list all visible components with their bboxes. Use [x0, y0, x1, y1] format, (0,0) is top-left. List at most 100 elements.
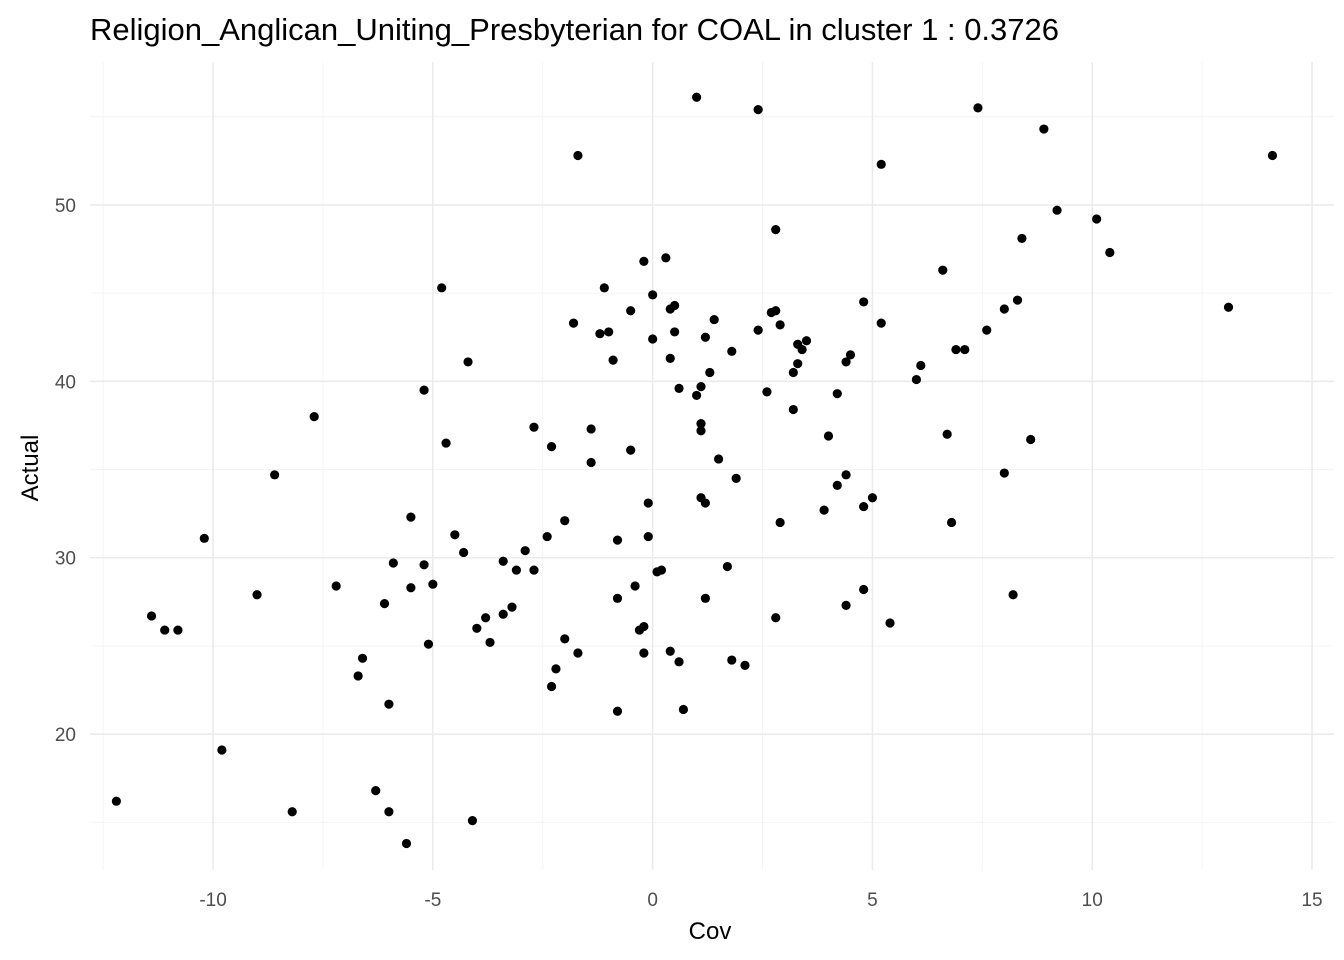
x-axis-title: Cov: [689, 918, 732, 945]
scatter-point: [793, 359, 803, 369]
scatter-point: [612, 706, 623, 716]
scatter-point: [845, 350, 856, 360]
scatter-point: [788, 367, 798, 378]
scatter-point: [762, 387, 772, 397]
x-tick-label: 5: [867, 890, 878, 911]
scatter-point: [841, 600, 851, 610]
scatter-point: [771, 306, 781, 316]
scatter-point: [841, 470, 851, 480]
scatter-point: [507, 602, 517, 612]
scatter-point: [700, 593, 711, 603]
scatter-point: [612, 535, 623, 545]
scatter-point: [401, 838, 412, 849]
scatter-point: [542, 531, 552, 542]
scatter-point: [999, 304, 1009, 314]
scatter-point: [626, 306, 636, 316]
scatter-point: [643, 498, 653, 508]
scatter-point: [727, 655, 737, 665]
scatter-point: [423, 639, 434, 649]
x-tick-label: -5: [424, 890, 441, 911]
scatter-point: [859, 584, 869, 595]
scatter-point: [832, 480, 842, 491]
scatter-point: [111, 796, 121, 806]
scatter-point: [146, 611, 157, 621]
scatter-point: [511, 565, 521, 575]
scatter-point: [775, 517, 785, 528]
scatter-point: [467, 816, 478, 826]
scatter-point: [520, 546, 530, 556]
y-axis-title: Actual: [17, 435, 44, 502]
scatter-point: [823, 431, 834, 441]
scatter-point: [560, 516, 570, 526]
scatter-point: [419, 560, 429, 570]
scatter-point: [696, 419, 706, 429]
scatter-point: [560, 634, 570, 644]
scatter-point: [573, 648, 583, 658]
scatter-point: [639, 648, 649, 658]
scatter-point: [586, 424, 596, 434]
scatter-point: [946, 517, 957, 528]
scatter-point: [722, 561, 732, 572]
scatter-point: [353, 671, 363, 681]
y-tick-label: 30: [55, 549, 76, 570]
scatter-point: [1105, 247, 1115, 258]
scatter-point: [665, 353, 675, 363]
scatter-point: [630, 581, 640, 591]
scatter-point: [472, 623, 482, 633]
scatter-point: [384, 807, 394, 817]
scatter-point: [384, 699, 394, 709]
scatter-point: [529, 565, 539, 575]
scatter-point: [951, 344, 961, 355]
scatter-point: [498, 556, 508, 566]
scatter-point: [740, 660, 750, 670]
scatter-point: [973, 103, 983, 113]
scatter-point: [670, 327, 680, 337]
scatter-point: [406, 512, 416, 522]
scatter-point: [788, 404, 798, 415]
scatter-point: [481, 613, 491, 623]
scatter-point: [270, 470, 280, 480]
scatter-point: [428, 579, 438, 589]
data-points: [111, 92, 1278, 849]
scatter-point: [709, 314, 719, 325]
scatter-point: [371, 786, 381, 796]
scatter-point: [459, 547, 469, 558]
scatter-point: [639, 621, 649, 632]
scatter-point: [674, 657, 684, 667]
scatter-point: [217, 745, 227, 755]
scatter-point: [819, 505, 829, 515]
scatter-point: [1026, 434, 1036, 445]
scatter-point: [626, 445, 636, 455]
scatter-point: [441, 438, 451, 448]
x-tick-label: 15: [1301, 890, 1322, 911]
scatter-point: [573, 150, 583, 161]
scatter-point: [859, 297, 869, 307]
x-tick-label: 0: [647, 890, 658, 911]
scatter-point: [648, 334, 658, 344]
scatter-point: [999, 468, 1009, 478]
scatter-point: [841, 357, 851, 367]
scatter-point: [199, 533, 209, 543]
scatter-point: [700, 498, 711, 508]
scatter-point: [551, 664, 561, 674]
scatter-point: [379, 599, 390, 609]
scatter-point: [656, 565, 667, 575]
scatter-point: [608, 355, 618, 365]
scatter-point: [771, 613, 781, 623]
scatter-point: [753, 325, 763, 335]
scatter-point: [885, 618, 895, 628]
scatter-point: [568, 318, 579, 328]
scatter-point: [678, 704, 689, 715]
scatter-point: [595, 329, 605, 339]
scatter-point: [916, 360, 926, 371]
scatter-point: [639, 256, 649, 266]
scatter-point: [692, 92, 702, 102]
scatter-point: [670, 300, 680, 311]
scatter-point: [252, 590, 262, 600]
scatter-point: [604, 327, 614, 337]
scatter-point: [498, 609, 508, 619]
scatter-point: [1092, 214, 1102, 224]
scatter-point: [911, 374, 922, 385]
scatter-point: [674, 383, 684, 393]
scatter-point: [173, 625, 183, 635]
